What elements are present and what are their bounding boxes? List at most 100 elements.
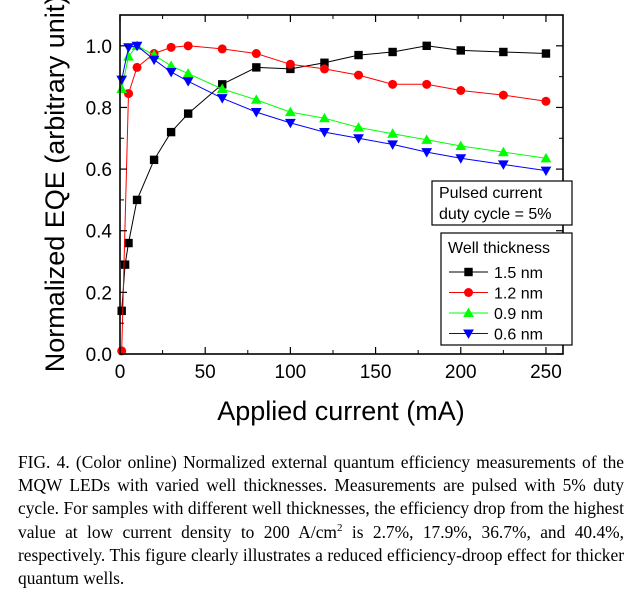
x-tick-label: 50 [195, 362, 216, 383]
data-point [183, 41, 193, 51]
x-axis-title: Applied current (mA) [217, 396, 465, 426]
y-tick-label: 1.0 [86, 37, 112, 58]
annotation-line-2: duty cycle = 5% [439, 206, 552, 223]
data-point [387, 128, 399, 138]
data-point [284, 106, 296, 117]
data-point [421, 148, 433, 158]
series-line-2 [121, 45, 547, 159]
data-point [455, 140, 467, 151]
data-point [456, 86, 466, 96]
y-axis-title: Normalized EQE (arbitrary unit) [40, 0, 70, 372]
data-point [149, 155, 159, 165]
legend-label: 1.2 nm [494, 286, 543, 303]
data-point [319, 64, 329, 74]
data-point [216, 94, 228, 104]
data-point [116, 75, 128, 86]
data-point [166, 42, 176, 52]
legend-frame [440, 232, 573, 346]
legend-entry-1: 1.2 nm [449, 286, 543, 303]
data-point [284, 118, 296, 129]
data-point [497, 146, 509, 157]
data-point [116, 83, 128, 94]
efficiency-chart: 0 50 100 150 200 250 0.0 0.2 0.4 0.6 0.8 1.0 Normal… [40, 0, 573, 426]
data-point [166, 127, 176, 137]
data-point [540, 166, 552, 177]
data-point [319, 128, 330, 138]
x-tick-label: 0 [115, 362, 126, 383]
legend-entry-0: 1.5 nm [449, 265, 543, 282]
data-point [455, 154, 467, 164]
ticks-layer: 0 50 100 150 200 250 0.0 0.2 0.4 0.6 0.8 1.0 [86, 14, 563, 383]
figure-caption: FIG. 4. (Color online) Normalized extern… [18, 451, 624, 590]
data-point [117, 306, 126, 316]
data-point [182, 77, 194, 87]
data-point [182, 68, 194, 78]
legend-label: 0.9 nm [494, 306, 543, 323]
data-point [388, 47, 397, 57]
data-point [131, 41, 143, 52]
legend-marker [464, 288, 473, 297]
data-point [132, 195, 142, 205]
series-line-3 [121, 45, 547, 172]
legend-label: 0.6 nm [494, 327, 543, 344]
data-point [354, 50, 363, 60]
data-point [353, 134, 364, 144]
y-tick-label: 0.8 [86, 98, 112, 119]
y-tick-label: 0.2 [86, 283, 112, 304]
legend: Well thickness 1.5 nm 1.2 nm 0.9 nm 0.6 nm [440, 232, 573, 346]
data-point [132, 62, 142, 72]
data-point [250, 108, 262, 118]
legend-title: Well thickness [448, 240, 550, 257]
annotation-frame [431, 180, 573, 226]
x-tick-label: 250 [530, 362, 562, 383]
data-point [540, 152, 552, 163]
y-tick-label: 0.4 [86, 222, 113, 243]
data-point [422, 79, 432, 89]
legend-marker [463, 307, 474, 318]
data-point [541, 96, 551, 106]
data-point [319, 112, 330, 123]
y-tick-label: 0.6 [86, 160, 112, 181]
data-point [250, 94, 262, 104]
data-point [387, 140, 399, 150]
caption-text: FIG. 4. (Color online) Normalized extern… [18, 452, 624, 542]
data-point [217, 44, 227, 54]
data-point [252, 63, 261, 72]
data-point [148, 55, 160, 66]
series-line-1 [121, 45, 547, 351]
caption-text-end: is 2.7%, 17.9%, 36.7%, and 40.4%, respec… [18, 521, 625, 589]
data-point [124, 89, 134, 99]
legend-entry-2: 0.9 nm [449, 306, 543, 323]
data-point [497, 160, 509, 170]
series-layer [116, 40, 552, 356]
series-2 [116, 40, 552, 163]
data-point [541, 49, 551, 58]
data-point [499, 47, 508, 57]
data-point [456, 46, 465, 55]
data-point [353, 122, 364, 132]
data-point [498, 90, 508, 100]
data-point [165, 60, 177, 70]
data-point [320, 58, 329, 67]
legend-entries: 1.5 nm 1.2 nm 0.9 nm 0.6 nm [449, 265, 543, 344]
data-point [124, 238, 133, 248]
data-point [285, 59, 295, 69]
legend-label: 1.5 nm [494, 265, 543, 282]
series-0 [117, 41, 551, 316]
data-point [422, 41, 431, 51]
series-3 [116, 41, 552, 177]
data-point [165, 67, 177, 78]
caption-superscript: 2 [336, 521, 343, 534]
x-tick-label: 100 [275, 362, 307, 383]
y-tick-label: 0.0 [86, 345, 112, 366]
data-point [286, 64, 295, 74]
data-point [354, 70, 364, 80]
legend-entry-3: 0.6 nm [449, 327, 543, 344]
data-point [251, 49, 261, 59]
legend-marker [464, 267, 473, 277]
data-point [388, 79, 398, 89]
data-point [216, 83, 228, 94]
annotation-line-1: Pulsed current [439, 185, 543, 202]
annotation-box: Pulsed current duty cycle = 5% [431, 180, 573, 226]
data-point [120, 260, 130, 269]
